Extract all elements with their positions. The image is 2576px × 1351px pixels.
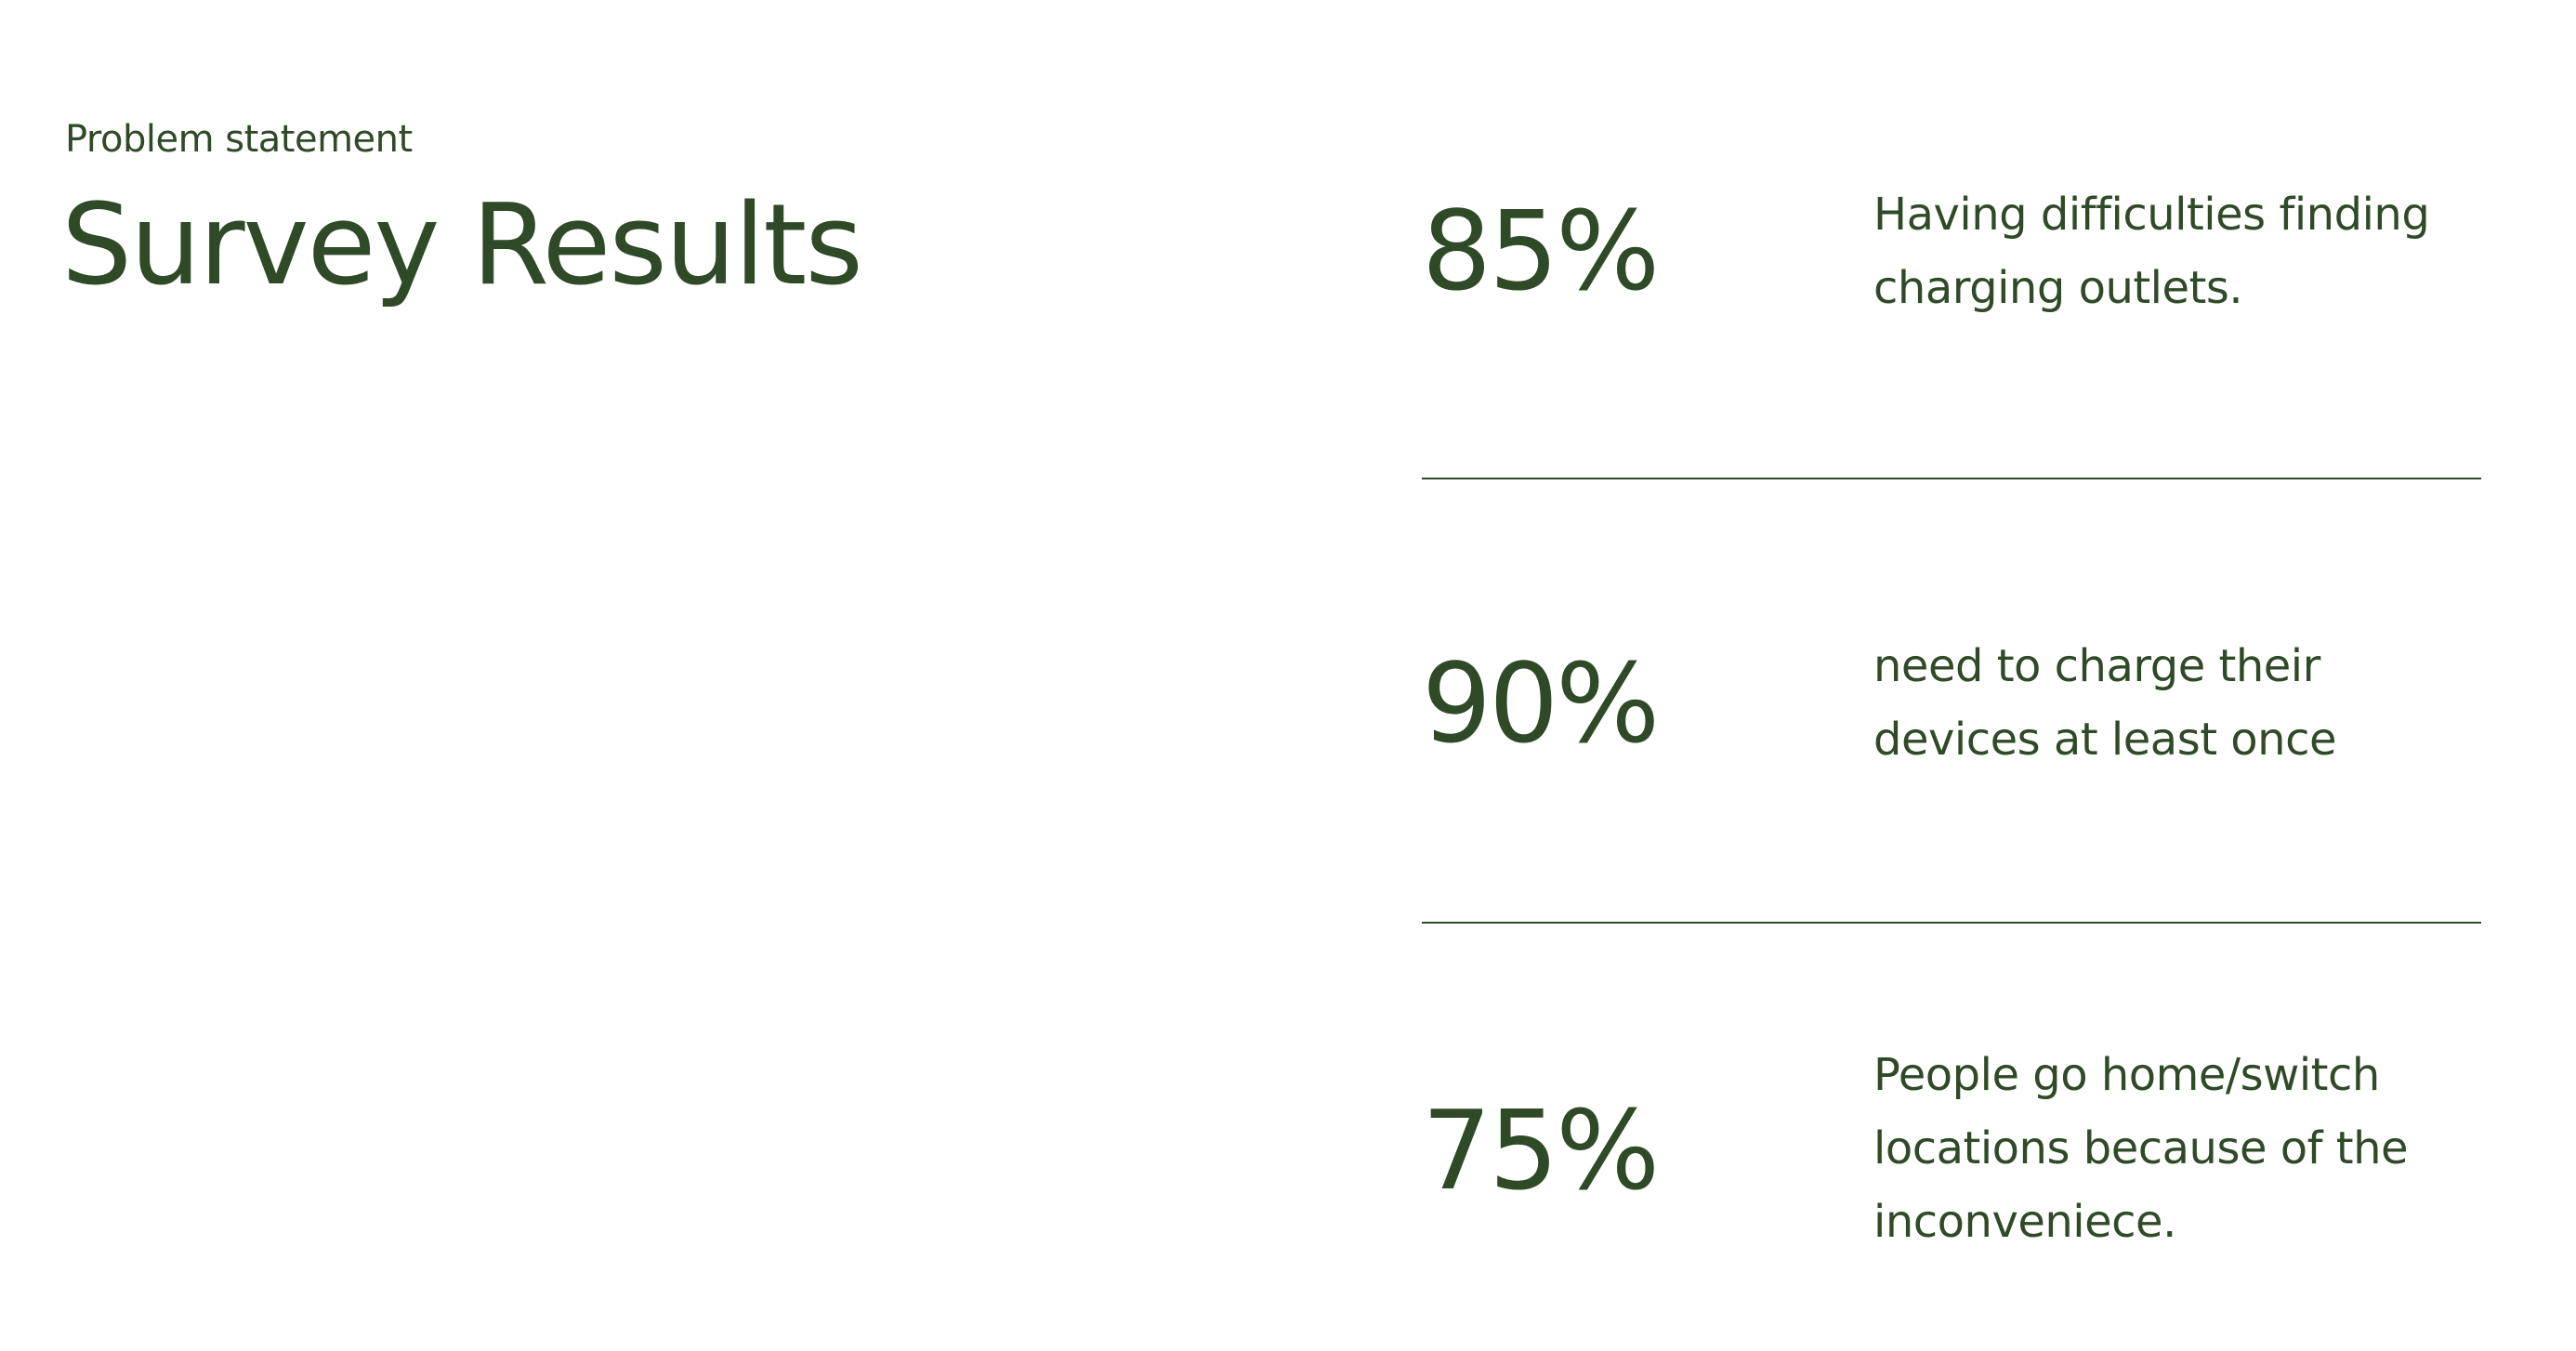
stat-divider [1422,922,2481,924]
stat-description: People go home/switch locations because … [1873,1049,2409,1248]
section-eyebrow: Problem statement [65,118,413,161]
stat-description: need to charge their devices at least on… [1873,640,2337,766]
stats-list: 85% Having difficulties finding charging… [1422,0,2481,1351]
stat-value: 85% [1422,187,1660,315]
stat-value: 90% [1422,639,1660,767]
stat-value: 75% [1422,1086,1660,1214]
stat-description: Having difficulties finding charging out… [1873,189,2430,314]
page-title: Survey Results [61,181,863,310]
stat-divider [1422,478,2481,479]
